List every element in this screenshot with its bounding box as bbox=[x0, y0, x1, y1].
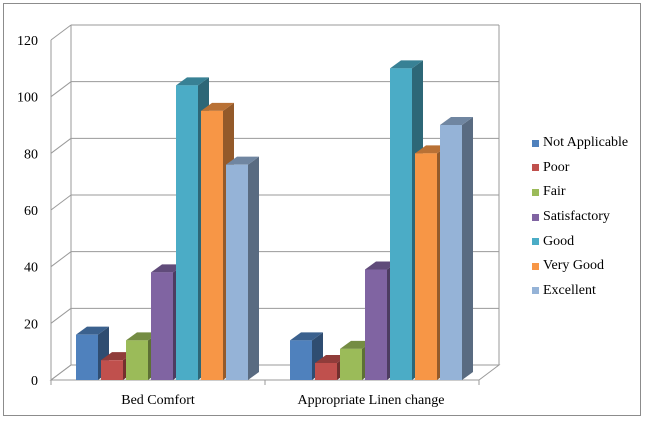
bar bbox=[76, 334, 98, 380]
legend-item: Very Good bbox=[532, 254, 628, 279]
legend-swatch bbox=[532, 213, 539, 221]
bar bbox=[365, 269, 387, 380]
legend-item: Not Applicable bbox=[532, 131, 628, 156]
gridline-side bbox=[50, 251, 72, 268]
legend-swatch bbox=[532, 262, 539, 270]
y-tick-label: 120 bbox=[17, 34, 38, 49]
legend-swatch bbox=[532, 164, 539, 172]
legend-swatch bbox=[532, 139, 539, 147]
y-tick-label: 40 bbox=[24, 261, 38, 276]
bar bbox=[201, 110, 223, 380]
legend-item: Poor bbox=[532, 156, 628, 181]
legend-item: Satisfactory bbox=[532, 205, 628, 230]
gridline-side bbox=[50, 24, 72, 41]
bar-top bbox=[201, 102, 234, 111]
bar-top bbox=[176, 77, 209, 86]
gridline-side bbox=[50, 307, 72, 324]
bar-top bbox=[440, 117, 473, 125]
bar bbox=[340, 348, 362, 380]
bar bbox=[226, 164, 248, 380]
y-tick-label: 80 bbox=[24, 147, 38, 162]
x-tick-label: Bed Comfort bbox=[121, 393, 195, 408]
bar bbox=[415, 153, 437, 380]
legend-label: Very Good bbox=[543, 258, 605, 274]
bar bbox=[315, 363, 337, 380]
legend-swatch bbox=[532, 287, 539, 295]
bar-top bbox=[151, 264, 184, 273]
y-tick-label: 20 bbox=[24, 317, 38, 332]
bar-top bbox=[415, 145, 448, 154]
gridline-side bbox=[50, 194, 72, 211]
bar-top bbox=[315, 355, 348, 363]
legend-label: Not Applicable bbox=[543, 135, 629, 151]
legend-label: Fair bbox=[543, 184, 566, 200]
legend-label: Good bbox=[543, 233, 575, 249]
chart-frame: 0 20 40 60 80 100 120 Bed Comfort Appropriate Li… bbox=[3, 3, 641, 416]
bar bbox=[126, 340, 148, 380]
y-tick-label: 0 bbox=[31, 374, 38, 389]
y-tick-label: 100 bbox=[17, 91, 38, 106]
chart-legend: Not Applicable Poor Fair Satisfactory Good Ve… bbox=[532, 131, 628, 303]
legend-swatch bbox=[532, 238, 539, 246]
legend-label: Poor bbox=[543, 159, 570, 175]
legend-item: Good bbox=[532, 229, 628, 254]
legend-swatch bbox=[532, 188, 539, 196]
bar-top bbox=[390, 60, 423, 69]
bar bbox=[151, 272, 173, 380]
y-tick-label: 60 bbox=[24, 204, 38, 219]
legend-label: Excellent bbox=[543, 282, 596, 298]
legend-label: Satisfactory bbox=[543, 209, 610, 225]
bar bbox=[290, 340, 312, 380]
bar bbox=[101, 360, 123, 380]
bar-top bbox=[126, 332, 159, 341]
bar bbox=[390, 68, 412, 380]
bar-side bbox=[248, 156, 259, 380]
bar bbox=[440, 125, 462, 380]
bar-side bbox=[462, 117, 473, 380]
bar-top bbox=[76, 326, 109, 335]
legend-item: Fair bbox=[532, 180, 628, 205]
x-tick-label: Appropriate Linen change bbox=[298, 393, 445, 408]
gridline-side bbox=[50, 137, 72, 154]
gridline-side bbox=[50, 81, 72, 98]
legend-item: Excellent bbox=[532, 279, 628, 304]
bar-chart: 0 20 40 60 80 100 120 Bed Comfort Appropriate Li… bbox=[17, 24, 501, 408]
bar-top bbox=[290, 332, 323, 341]
bar-top bbox=[340, 340, 373, 349]
bar-top bbox=[226, 156, 259, 165]
bar-top bbox=[101, 352, 134, 361]
bar bbox=[176, 85, 198, 380]
bar-top bbox=[365, 261, 398, 270]
